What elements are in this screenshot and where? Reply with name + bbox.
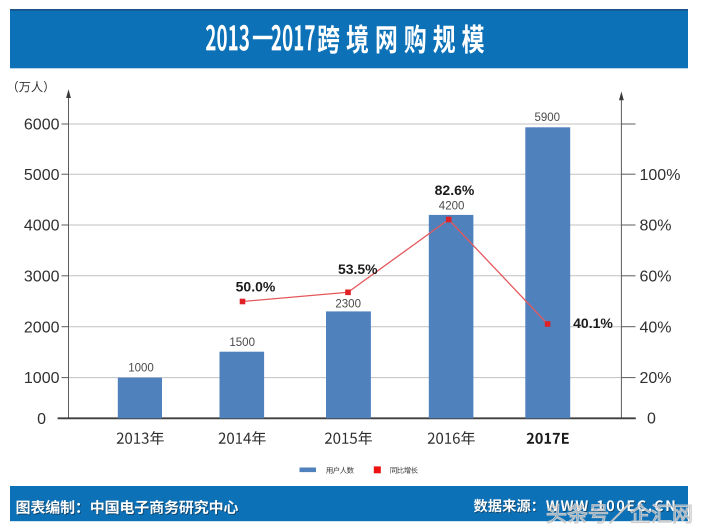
svg-text:50.0%: 50.0% — [236, 279, 276, 295]
svg-text:5900: 5900 — [535, 112, 561, 124]
svg-text:53.5%: 53.5% — [338, 261, 378, 277]
svg-text:0: 0 — [647, 411, 656, 428]
svg-text:100%: 100% — [640, 167, 681, 184]
svg-text:2300: 2300 — [335, 298, 361, 310]
svg-text:5000: 5000 — [24, 167, 60, 184]
svg-text:40%: 40% — [640, 319, 672, 336]
svg-text:40.1%: 40.1% — [573, 315, 613, 331]
svg-text:82.6%: 82.6% — [435, 182, 475, 198]
svg-text:2000: 2000 — [24, 319, 60, 336]
svg-text:3000: 3000 — [24, 268, 60, 285]
svg-text:60%: 60% — [640, 268, 672, 285]
svg-text:0: 0 — [37, 411, 46, 428]
svg-text:1000: 1000 — [128, 363, 154, 375]
svg-text:1500: 1500 — [229, 337, 255, 349]
svg-text:80%: 80% — [640, 218, 672, 235]
svg-text:1000: 1000 — [24, 370, 60, 387]
svg-text:20%: 20% — [640, 370, 672, 387]
svg-text:4000: 4000 — [24, 218, 60, 235]
svg-text:6000: 6000 — [24, 117, 60, 134]
svg-text:4200: 4200 — [439, 200, 465, 212]
